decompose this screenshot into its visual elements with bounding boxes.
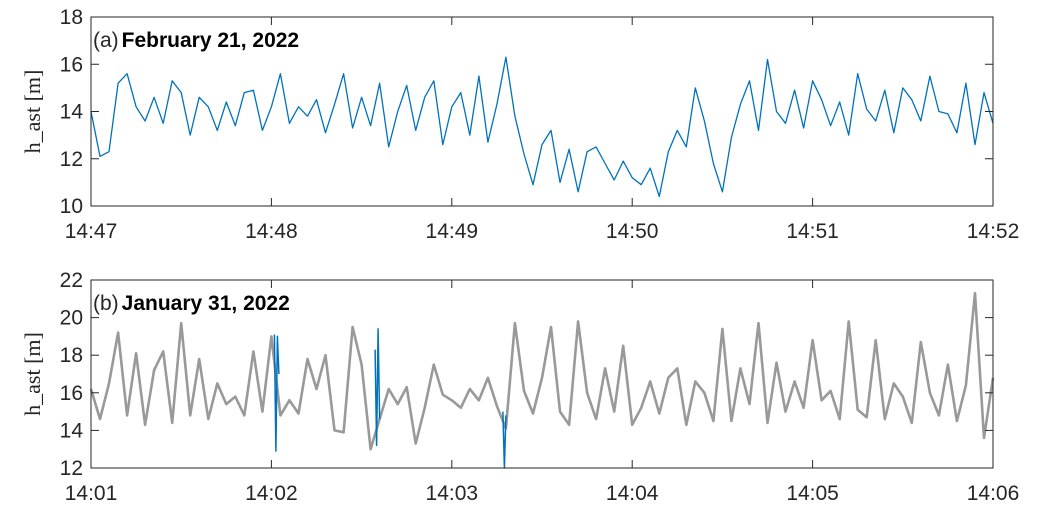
- x-tick-label: 14:05: [786, 482, 839, 505]
- x-tick-label: 14:02: [245, 482, 298, 505]
- y-tick-label: 16: [60, 382, 83, 405]
- title: January 31, 2022: [122, 292, 290, 315]
- panel-title: (b) January 31, 2022: [93, 292, 290, 315]
- y-tick-label: 18: [60, 6, 83, 29]
- x-tick-label: 14:03: [426, 482, 479, 505]
- panel-label: (a): [93, 29, 119, 52]
- y-tick-label: 12: [60, 457, 83, 480]
- y-tick-label: 14: [60, 419, 84, 442]
- y-axis-label: h_ast [m]: [20, 70, 45, 154]
- y-tick-label: 20: [60, 307, 83, 330]
- y-tick-label: 18: [60, 344, 83, 367]
- axes-frame: [90, 279, 994, 469]
- y-tick-label: 14: [60, 101, 84, 124]
- y-axis-label: h_ast [m]: [20, 332, 45, 416]
- x-tick-label: 14:50: [606, 220, 659, 243]
- x-tick-label: 14:48: [245, 220, 298, 243]
- x-tick-label: 14:51: [786, 220, 839, 243]
- data-line: [89, 291, 995, 451]
- panel-title: (a) February 21, 2022: [93, 29, 299, 52]
- x-tick-label: 14:47: [65, 220, 118, 243]
- x-tick-label: 14:52: [967, 220, 1020, 243]
- data-line: [90, 56, 994, 198]
- y-tick-label: 10: [60, 195, 83, 218]
- title: February 21, 2022: [122, 29, 299, 52]
- x-tick-label: 14:04: [606, 482, 659, 505]
- x-tick-label: 14:01: [65, 482, 118, 505]
- x-tick-label: 14:06: [967, 482, 1020, 505]
- y-tick-label: 22: [60, 269, 83, 292]
- y-tick-label: 12: [60, 148, 83, 171]
- panel-label: (b): [93, 292, 119, 315]
- x-tick-label: 14:49: [426, 220, 479, 243]
- y-tick-label: 16: [60, 53, 83, 76]
